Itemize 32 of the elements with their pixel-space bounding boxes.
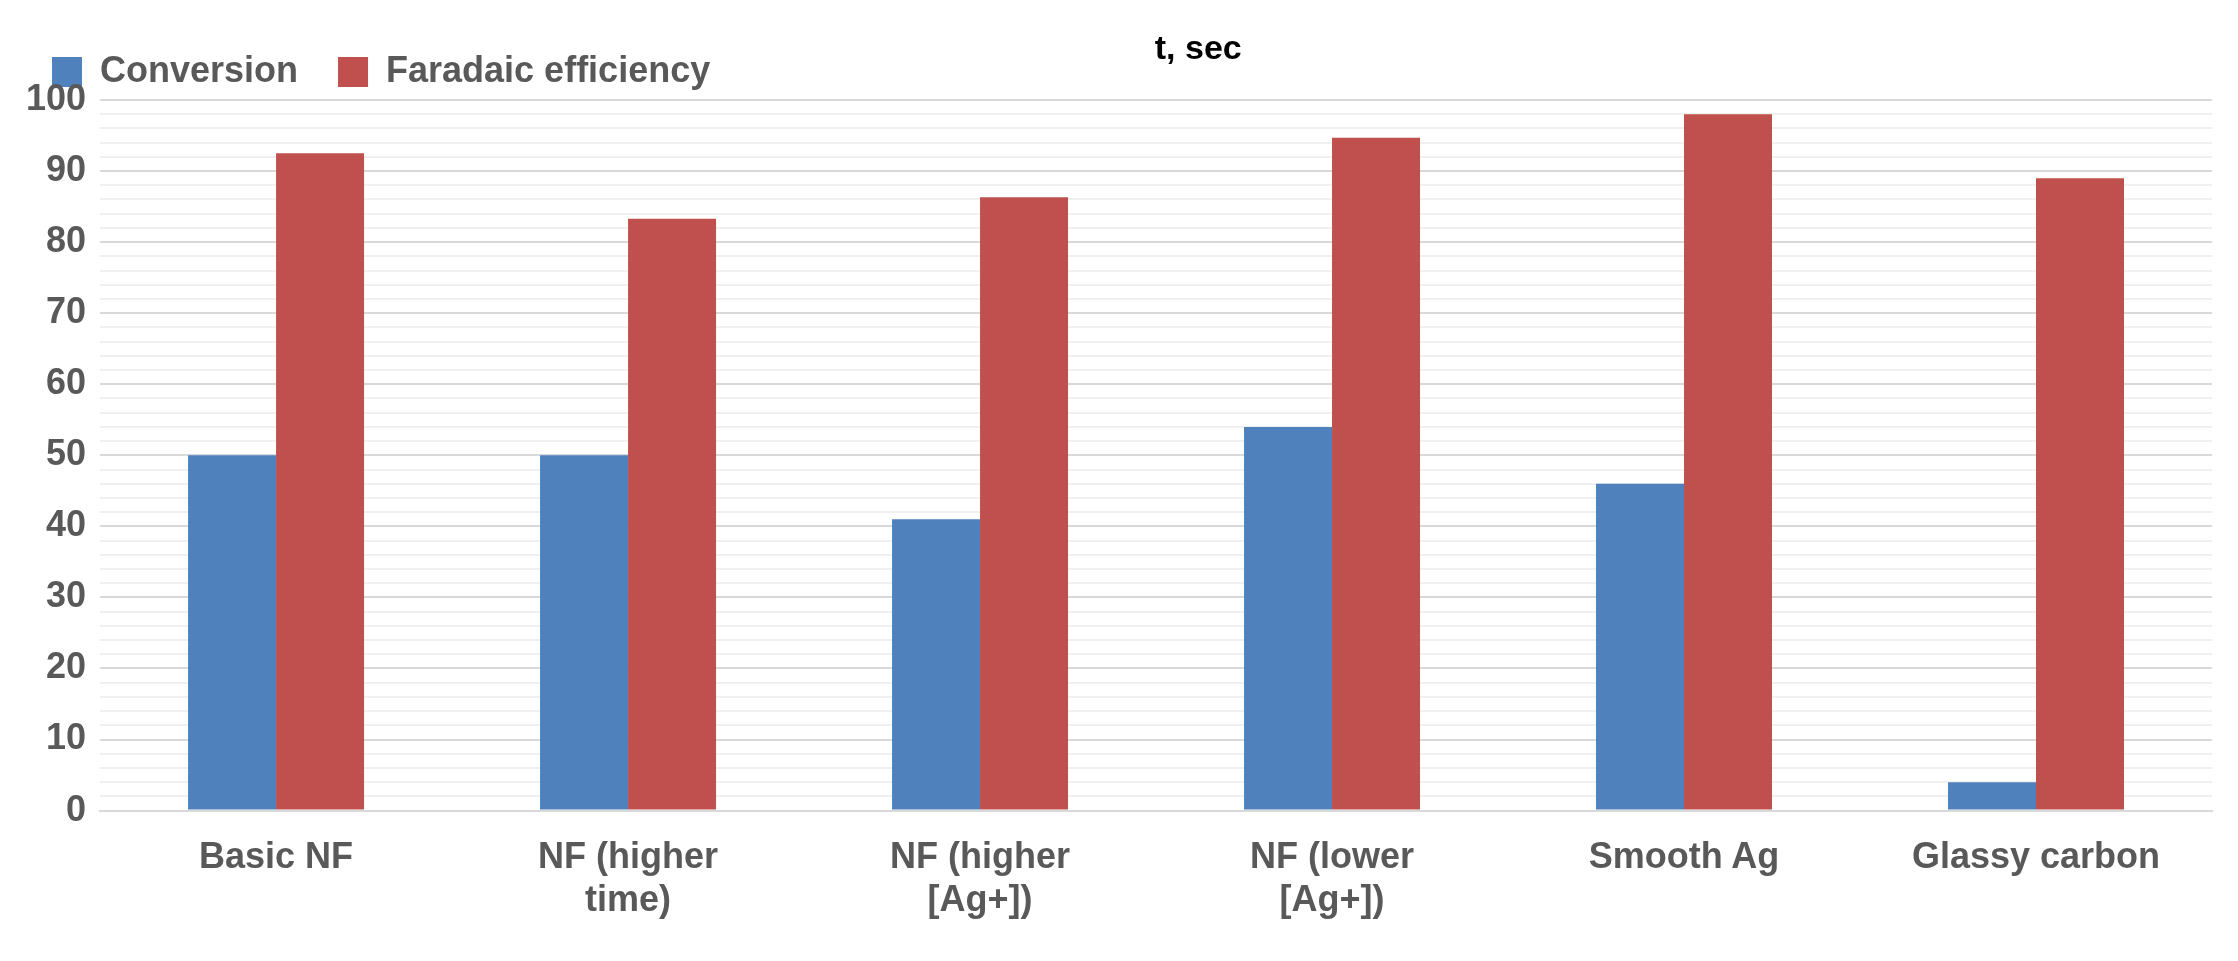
y-tick-label: 40 (46, 503, 87, 545)
x-tick-label: Glassy carbon (1911, 835, 2161, 877)
y-tick-label: 50 (46, 432, 87, 474)
bar (1244, 426, 1333, 810)
legend-label: Conversion (100, 48, 299, 90)
bar (1596, 483, 1685, 810)
bar (628, 218, 717, 810)
y-tick-label: 70 (46, 290, 87, 332)
x-tick-label: NF (higher [Ag+]) (890, 835, 1071, 920)
bar (2036, 178, 2124, 810)
bar (1948, 782, 2037, 810)
bar (1332, 137, 1421, 810)
x-tick-label: Smooth Ag (1588, 835, 1780, 877)
y-tick-label: 100 (25, 76, 87, 118)
y-tick-label: 0 (66, 787, 87, 829)
bar (276, 153, 365, 810)
x-tick-label: Basic NF (199, 835, 354, 877)
legend-label: Faradaic efficiency (386, 48, 711, 90)
y-tick-label: 90 (46, 147, 87, 189)
y-tick-label: 80 (46, 219, 87, 261)
bar (892, 519, 981, 810)
text: t, sec (1154, 28, 1242, 67)
x-tick-label: NF (lower [Ag+]) (1250, 835, 1415, 920)
y-tick-label: 60 (46, 361, 87, 403)
bar (188, 455, 277, 810)
y-tick-label: 30 (46, 574, 87, 616)
bar (540, 455, 629, 810)
bar (1684, 114, 1773, 810)
y-tick-label: 20 (46, 645, 87, 687)
bar (980, 197, 1069, 810)
y-tick-label: 10 (46, 716, 87, 758)
x-tick-label: NF (higher time) (538, 835, 719, 920)
